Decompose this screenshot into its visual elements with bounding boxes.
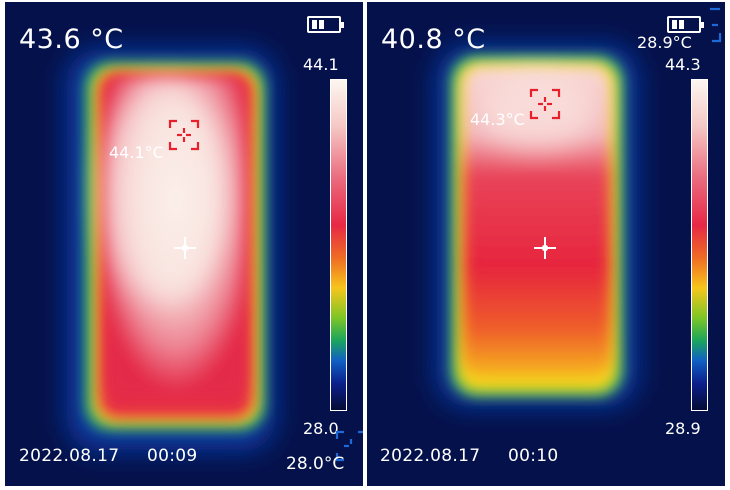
hot-spot-label: 44.3°C — [470, 110, 525, 129]
hot-spot-reticle-icon — [168, 119, 200, 151]
cold-spot-label: 28.9°C — [637, 33, 692, 52]
cold-spot-reticle-icon — [710, 7, 722, 43]
hot-spot-reticle-icon — [529, 88, 561, 120]
center-crosshair-icon — [534, 237, 556, 259]
hot-spot-label: 44.1°C — [109, 143, 164, 162]
capture-time: 00:10 — [508, 446, 559, 466]
color-scale-bar — [330, 79, 347, 411]
battery-bar — [679, 20, 684, 29]
scale-max-label: 44.3 — [665, 55, 701, 74]
main-temperature: 43.6 °C — [19, 24, 124, 55]
scale-min-label: 28.9 — [665, 419, 701, 438]
battery-icon — [667, 16, 704, 33]
scale-max-label: 44.1 — [303, 55, 339, 74]
thermal-panel-right: 40.8 °C 28.9°C 44.3 28.9 44.3°C 2022.08.… — [367, 2, 725, 486]
cold-spot-reticle-icon — [335, 430, 363, 462]
thermal-panel-left: 43.6 °C 44.1 28.0 44.1°C 28.0°C 2022.08.… — [5, 2, 363, 486]
battery-bar — [672, 20, 677, 29]
main-temperature: 40.8 °C — [381, 24, 486, 55]
capture-time: 00:09 — [147, 446, 198, 466]
battery-bar — [312, 20, 317, 29]
thermal-image-left — [5, 2, 363, 486]
scale-min-label: 28.0 — [303, 419, 339, 438]
battery-bar — [319, 20, 324, 29]
battery-icon — [307, 16, 344, 33]
capture-date: 2022.08.17 — [380, 446, 481, 466]
color-scale-bar — [691, 79, 708, 411]
capture-date: 2022.08.17 — [19, 446, 120, 466]
center-crosshair-icon — [174, 237, 196, 259]
cold-spot-label: 28.0°C — [286, 454, 345, 474]
thermal-image-right — [367, 2, 725, 486]
